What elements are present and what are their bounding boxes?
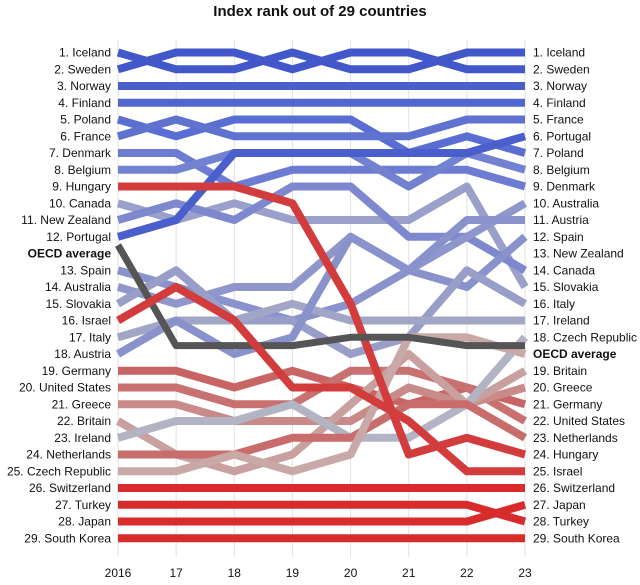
series-line-japan (118, 500, 527, 526)
series-line-italy (116, 299, 525, 342)
left-label-17-italy: 17. Italy (69, 330, 111, 344)
right-label-18-czech-republic: 18. Czech Republic (533, 330, 637, 344)
right-label-22-united-states: 22. United States (533, 414, 625, 428)
left-label-oecd-average: OECD average (28, 247, 112, 261)
left-label-15-slovakia: 15. Slovakia (46, 297, 112, 311)
right-label-16-italy: 16. Italy (533, 297, 575, 311)
left-label-26-switzerland: 26. Switzerland (29, 481, 111, 495)
x-axis-ticks: 2016 17 18 19 20 21 22 23 (105, 566, 532, 580)
left-label-24-netherlands: 24. Netherlands (26, 448, 111, 462)
left-label-21-greece: 21. Greece (52, 397, 112, 411)
x-tick-22: 22 (460, 566, 474, 580)
right-label-14-canada: 14. Canada (533, 263, 595, 277)
right-label-20-greece: 20. Greece (533, 381, 593, 395)
series-line-netherlands (118, 400, 527, 459)
right-label-25-israel: 25. Israel (533, 464, 582, 478)
right-label-4-finland: 4. Finland (533, 96, 586, 110)
left-label-3-norway: 3. Norway (57, 79, 111, 93)
left-label-4-finland: 4. Finland (58, 96, 111, 110)
series-line-hungary (118, 182, 527, 459)
series-line-slovakia (116, 266, 527, 358)
series-line-australia (116, 199, 527, 308)
right-label-29-south-korea: 29. South Korea (533, 531, 620, 545)
series-line-portugal (116, 132, 527, 241)
right-label-7-poland: 7. Poland (533, 146, 584, 160)
left-label-20-united-states: 20. United States (19, 381, 111, 395)
series-line-israel (116, 283, 525, 476)
left-rank-labels: 1. Iceland 2. Sweden 3. Norway 4. Finland 5.… (7, 46, 112, 546)
right-label-15-slovakia: 15. Slovakia (533, 280, 599, 294)
x-tick-20: 20 (344, 566, 358, 580)
right-label-11-austria: 11. Austria (533, 213, 589, 227)
right-label-oecd-average: OECD average (533, 347, 617, 361)
x-tick-2016: 2016 (105, 566, 132, 580)
left-label-19-germany: 19. Germany (42, 364, 111, 378)
right-label-8-belgium: 8. Belgium (533, 163, 590, 177)
left-label-16-israel: 16. Israel (62, 314, 111, 328)
x-tick-18: 18 (228, 566, 242, 580)
right-label-5-france: 5. France (533, 113, 584, 127)
right-label-27-japan: 27. Japan (533, 498, 586, 512)
right-label-9-denmark: 9. Denmark (533, 180, 596, 194)
right-label-1-iceland: 1. Iceland (533, 46, 585, 60)
x-tick-19: 19 (286, 566, 300, 580)
series-line-ireland (116, 334, 529, 442)
left-label-29-south-korea: 29. South Korea (24, 531, 111, 545)
series-lines (114, 48, 529, 543)
right-label-26-switzerland: 26. Switzerland (533, 481, 615, 495)
left-label-7-denmark: 7. Denmark (49, 146, 112, 160)
series-line-canada (116, 182, 529, 290)
left-label-28-japan: 28. Japan (58, 515, 111, 529)
left-label-2-sweden: 2. Sweden (54, 62, 111, 76)
right-label-24-hungary: 24. Hungary (533, 448, 598, 462)
series-line-austria (116, 216, 525, 358)
left-label-1-iceland: 1. Iceland (59, 46, 111, 60)
right-label-12-spain: 12. Spain (533, 230, 584, 244)
left-label-27-turkey: 27. Turkey (55, 498, 111, 512)
right-label-21-germany: 21. Germany (533, 397, 602, 411)
left-label-8-belgium: 8. Belgium (54, 163, 111, 177)
left-label-25-czech-republic: 25. Czech Republic (7, 464, 111, 478)
left-label-18-austria: 18. Austria (54, 347, 111, 361)
series-line-france (116, 115, 525, 141)
series-line-denmark (118, 149, 527, 191)
series-line-germany (118, 366, 527, 409)
right-label-13-new-zealand: 13. New Zealand (533, 247, 624, 261)
series-line-poland (116, 115, 527, 157)
right-label-19-britain: 19. Britain (533, 364, 587, 378)
left-label-23-ireland: 23. Ireland (54, 431, 111, 445)
left-label-10-canada: 10. Canada (49, 196, 111, 210)
x-tick-21: 21 (402, 566, 416, 580)
series-line-sweden (116, 48, 525, 74)
left-label-22-britain: 22. Britain (57, 414, 111, 428)
series-line-oecd-average (114, 243, 525, 350)
left-label-9-hungary: 9. Hungary (52, 180, 111, 194)
x-tick-23: 23 (518, 566, 532, 580)
left-label-11-new-zealand: 11. New Zealand (21, 213, 111, 227)
right-label-2-sweden: 2. Sweden (533, 62, 590, 76)
chart-title: Index rank out of 29 countries (213, 3, 426, 20)
left-label-12-portugal: 12. Portugal (46, 230, 111, 244)
right-label-23-netherlands: 23. Netherlands (533, 431, 618, 445)
left-label-5-poland: 5. Poland (60, 113, 111, 127)
right-label-3-norway: 3. Norway (533, 79, 587, 93)
left-label-13-spain: 13. Spain (60, 263, 111, 277)
right-label-6-portugal: 6. Portugal (533, 129, 591, 143)
right-rank-labels: 1. Iceland 2. Sweden 3. Norway 4. Finland 5.… (533, 46, 637, 546)
left-label-14-australia: 14. Australia (45, 280, 111, 294)
series-line-czech-republic (118, 333, 527, 476)
right-label-10-australia: 10. Australia (533, 196, 599, 210)
x-tick-17: 17 (169, 566, 183, 580)
right-label-17-ireland: 17. Ireland (533, 314, 590, 328)
right-label-28-turkey: 28. Turkey (533, 515, 589, 529)
series-line-turkey (118, 500, 527, 526)
left-label-6-france: 6. France (60, 129, 111, 143)
